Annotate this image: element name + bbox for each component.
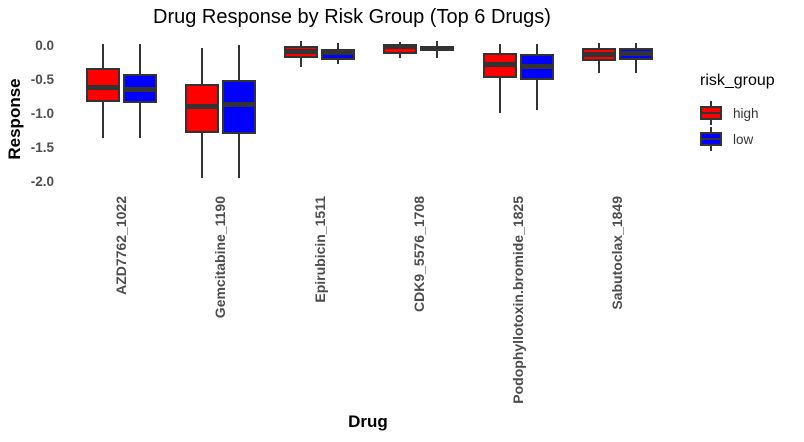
legend-item-low: low [700, 126, 775, 152]
whisker-lower [101, 102, 104, 139]
whisker-upper [597, 43, 600, 49]
whisker-lower [138, 103, 141, 139]
median-line [482, 62, 517, 68]
whisker-upper [237, 44, 240, 80]
y-tick-label: -1.0 [30, 105, 54, 121]
median-line [184, 104, 219, 110]
median-line [383, 44, 418, 50]
median-line [122, 86, 157, 92]
whisker-upper [634, 42, 637, 48]
box-low-Gemcitabine_1190 [221, 79, 256, 135]
whisker-lower [498, 78, 501, 113]
whisker-upper [138, 44, 141, 75]
whisker-upper [399, 42, 402, 45]
whisker-lower [436, 51, 439, 58]
whisker-upper [300, 41, 303, 47]
x-tick-label: AZD7762_1022 [113, 196, 130, 295]
legend: risk_group high low [700, 72, 775, 152]
y-tick-label: -0.5 [30, 71, 54, 87]
chart-title: Drug Response by Risk Group (Top 6 Drugs… [153, 6, 551, 28]
y-tick-label: 0.0 [35, 37, 54, 53]
whisker-upper [436, 40, 439, 47]
median-line [321, 50, 356, 56]
median-line [221, 101, 256, 107]
legend-label-low: low [733, 131, 754, 147]
boxplot-key-icon [700, 127, 722, 151]
x-tick-label: CDK9_5576_1708 [410, 196, 427, 312]
y-tick-label: -1.5 [30, 139, 54, 155]
whisker-upper [498, 44, 501, 53]
whisker-lower [337, 59, 340, 64]
median-line [581, 51, 616, 57]
y-tick-label: -2.0 [30, 173, 54, 189]
x-tick-label: Sabutoclax_1849 [609, 196, 626, 310]
legend-item-high: high [700, 100, 775, 126]
median-line [420, 46, 455, 52]
median-line [618, 51, 653, 57]
median-line [519, 64, 554, 70]
whisker-lower [535, 80, 538, 111]
x-tick-label: Podophyllotoxin.bromide_1825 [510, 196, 526, 404]
whisker-upper [337, 42, 340, 49]
median-line [284, 49, 319, 55]
x-tick-label: Epirubicin_1511 [311, 196, 328, 303]
median-line [85, 85, 120, 91]
key-median-line [700, 112, 722, 114]
whisker-lower [200, 133, 203, 179]
whisker-upper [200, 47, 203, 84]
legend-label-high: high [733, 105, 759, 121]
whisker-lower [399, 54, 402, 58]
whisker-lower [634, 60, 637, 74]
key-median-line [700, 138, 722, 140]
whisker-lower [597, 61, 600, 74]
whisker-lower [300, 57, 303, 67]
whisker-lower [237, 134, 240, 179]
x-axis-title: Drug [348, 412, 388, 431]
x-tick-label: Gemcitabine_1190 [212, 196, 229, 319]
whisker-upper [535, 44, 538, 54]
whisker-upper [101, 44, 104, 68]
box-high-AZD7762_1022 [85, 67, 120, 103]
boxplot-key-icon [700, 101, 722, 125]
legend-title: risk_group [700, 72, 775, 89]
